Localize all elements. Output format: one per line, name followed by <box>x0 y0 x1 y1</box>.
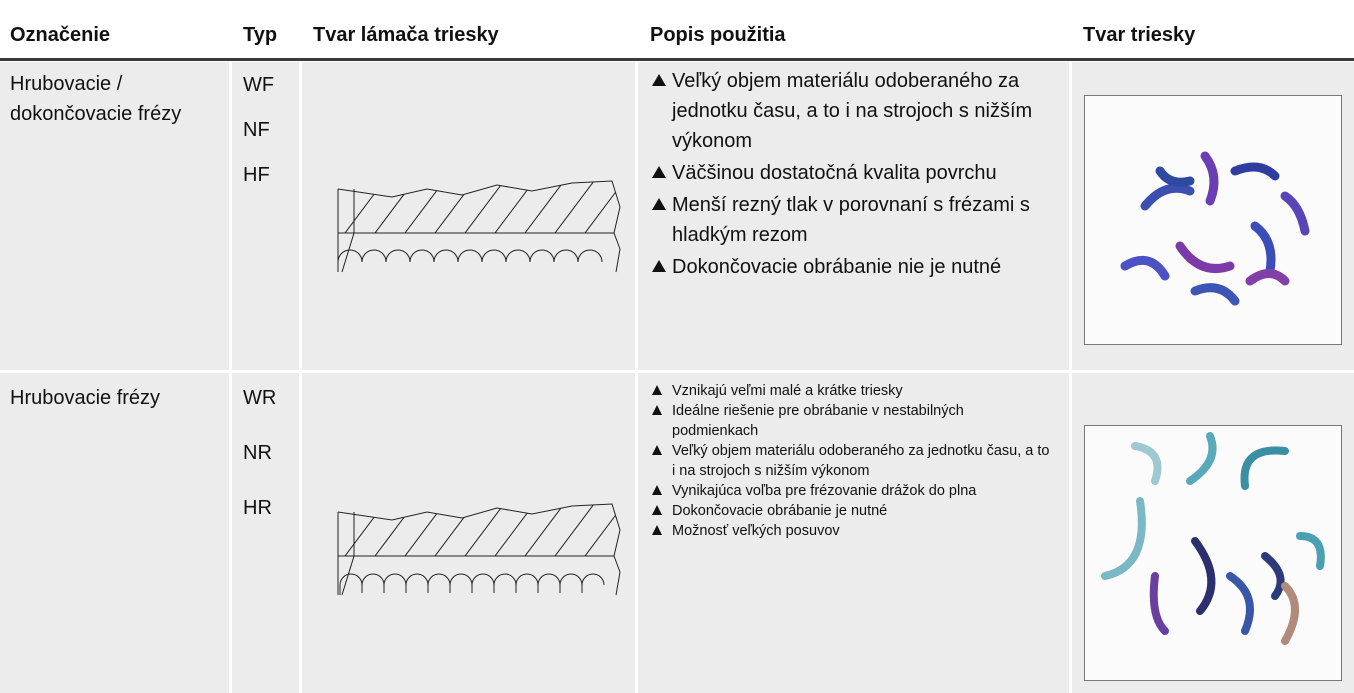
chip-photo <box>1084 95 1342 345</box>
usage-text: Možnosť veľkých posuvov <box>672 523 840 539</box>
usage-item: Vynikajúca voľba pre frézovanie drážok d… <box>650 481 1050 501</box>
usage-item: Vznikajú veľmi malé a krátke triesky <box>650 381 1050 401</box>
usage-text: Menší rezný tlak v porovnaní s frézami s… <box>672 194 1030 246</box>
usage-item: Možnosť veľkých posuvov <box>650 521 1050 541</box>
cell <box>1072 373 1354 693</box>
table-header: Označenie Typ Tvar lámača triesky Popis … <box>0 0 1354 61</box>
usage-text: Veľký objem materiálu odoberaného za jed… <box>672 70 1033 152</box>
chip-breaker-drawing <box>337 180 621 273</box>
bullet <box>652 405 662 415</box>
cell <box>302 62 635 370</box>
usage-item: Dokončovacie obrábanie nie je nutné <box>650 252 1045 282</box>
usage-text: Vynikajúca voľba pre frézovanie drážok d… <box>672 483 977 499</box>
cell: WF NF HF <box>232 62 299 370</box>
usage-item: Veľký objem materiálu odoberaného za jed… <box>650 441 1050 481</box>
bullet <box>652 198 666 210</box>
bullet <box>652 74 666 86</box>
cell: WR NR HR <box>232 373 299 693</box>
cell: Veľký objem materiálu odoberaného za jed… <box>638 62 1069 370</box>
usage-list: Vznikajú veľmi malé a krátke triesky Ide… <box>650 381 1050 541</box>
bullet <box>652 445 662 455</box>
column-header: Tvar lámača triesky <box>313 24 499 46</box>
usage-text: Dokončovacie obrábanie nie je nutné <box>672 256 1002 278</box>
bullet <box>652 525 662 535</box>
cell: Hrubovacie frézy <box>0 373 229 693</box>
usage-item: Väčšinou dostatočná kvalita povrchu <box>650 158 1045 188</box>
cell <box>302 373 635 693</box>
bullet <box>652 505 662 515</box>
designation: Hrubovacie / dokončovacie frézy <box>10 73 182 125</box>
column-header: Označenie <box>10 24 111 46</box>
column-header: Typ <box>243 24 278 46</box>
type: WF <box>243 74 275 96</box>
usage-text: Veľký objem materiálu odoberaného za jed… <box>672 443 1050 479</box>
cell <box>1072 62 1354 370</box>
chip-photo <box>1084 425 1342 681</box>
column-header: Tvar triesky <box>1083 24 1196 46</box>
bullet <box>652 485 662 495</box>
usage-item: Menší rezný tlak v porovnaní s frézami s… <box>650 190 1045 250</box>
usage-item: Ideálne riešenie pre obrábanie v nestabi… <box>650 401 1050 441</box>
usage-text: Ideálne riešenie pre obrábanie v nestabi… <box>672 403 964 439</box>
bullet <box>652 385 662 395</box>
usage-item: Veľký objem materiálu odoberaného za jed… <box>650 66 1045 156</box>
type: HF <box>243 164 270 186</box>
bullet <box>652 166 666 178</box>
usage-item: Dokončovacie obrábanie je nutné <box>650 501 1050 521</box>
designation: Hrubovacie frézy <box>10 387 161 409</box>
usage-text: Väčšinou dostatočná kvalita povrchu <box>672 162 997 184</box>
column-header: Popis použitia <box>650 24 786 46</box>
cell: Hrubovacie / dokončovacie frézy <box>0 62 229 370</box>
type: NF <box>243 119 270 141</box>
cell: Vznikajú veľmi malé a krátke triesky Ide… <box>638 373 1069 693</box>
usage-text: Vznikajú veľmi malé a krátke triesky <box>672 383 903 399</box>
type: NR <box>243 442 272 464</box>
type: WR <box>243 387 277 409</box>
bullet <box>652 260 666 272</box>
usage-list: Veľký objem materiálu odoberaného za jed… <box>650 66 1045 284</box>
usage-text: Dokončovacie obrábanie je nutné <box>672 503 888 519</box>
type: HR <box>243 497 272 519</box>
chip-breaker-drawing <box>337 503 621 596</box>
